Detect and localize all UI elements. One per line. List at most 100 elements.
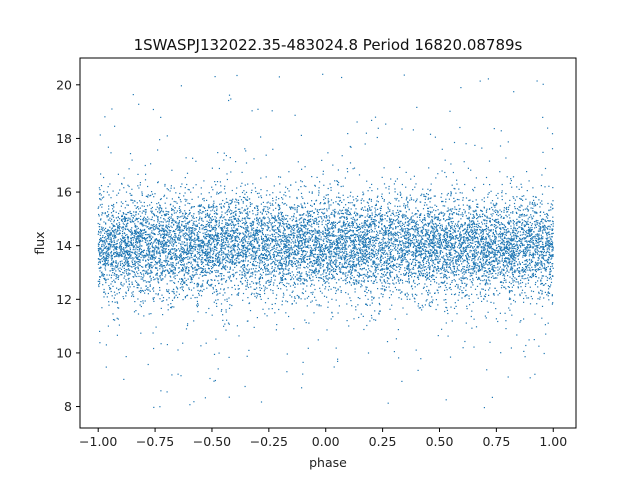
scatter-point (501, 190, 503, 192)
scatter-point (165, 259, 167, 261)
scatter-point (502, 241, 504, 244)
scatter-point (223, 216, 225, 218)
scatter-point (430, 240, 433, 242)
scatter-point (543, 250, 545, 252)
scatter-point (135, 238, 137, 240)
scatter-point (544, 324, 546, 326)
scatter-point (162, 221, 164, 223)
scatter-point (480, 238, 482, 240)
scatter-point (462, 242, 464, 245)
scatter-point (297, 279, 299, 281)
scatter-point (472, 220, 474, 222)
scatter-point (267, 222, 269, 224)
scatter-point (457, 299, 459, 301)
scatter-point (216, 260, 218, 262)
scatter-point (173, 273, 175, 275)
scatter-point (370, 198, 372, 201)
scatter-point (134, 219, 136, 221)
scatter-point (269, 230, 271, 232)
scatter-point (235, 231, 237, 233)
scatter-point (500, 287, 503, 289)
scatter-point (410, 218, 412, 220)
scatter-point (318, 220, 320, 222)
scatter-point (311, 216, 314, 218)
scatter-point (552, 263, 554, 265)
scatter-point (264, 263, 266, 265)
scatter-point (107, 292, 109, 294)
scatter-point (429, 256, 431, 258)
scatter-point (546, 238, 548, 240)
scatter-point (325, 220, 327, 222)
scatter-point (530, 230, 532, 232)
scatter-point (482, 233, 484, 235)
scatter-point (170, 303, 172, 305)
scatter-point (153, 256, 155, 258)
scatter-point (207, 230, 209, 232)
scatter-point (135, 261, 137, 263)
scatter-point (438, 237, 441, 239)
scatter-point (136, 249, 138, 251)
scatter-point (375, 234, 378, 236)
scatter-point (416, 284, 419, 286)
scatter-point (233, 248, 235, 251)
scatter-point (236, 264, 238, 267)
scatter-point (214, 246, 216, 249)
scatter-point (335, 244, 338, 246)
scatter-point (435, 268, 437, 270)
scatter-point (381, 224, 383, 226)
scatter-point (334, 270, 336, 272)
scatter-point (160, 263, 162, 265)
scatter-point (371, 244, 373, 246)
scatter-point (196, 296, 198, 299)
scatter-point (463, 266, 466, 268)
scatter-point (268, 245, 270, 247)
scatter-point (123, 187, 125, 189)
scatter-point (372, 273, 374, 275)
scatter-point (160, 236, 162, 238)
scatter-point (358, 232, 360, 234)
scatter-point (211, 228, 213, 230)
scatter-point (322, 173, 324, 175)
scatter-point (376, 265, 378, 267)
scatter-point (424, 242, 426, 244)
scatter-point (364, 216, 366, 218)
scatter-point (352, 204, 354, 206)
scatter-point (506, 269, 508, 271)
scatter-point (182, 260, 184, 263)
scatter-point (490, 251, 492, 254)
scatter-point (481, 252, 483, 254)
scatter-point (342, 221, 344, 224)
scatter-point (371, 231, 373, 233)
scatter-point (341, 265, 343, 267)
scatter-point (368, 205, 370, 207)
scatter-point (552, 246, 554, 248)
scatter-point (176, 287, 178, 289)
scatter-point (284, 256, 286, 258)
scatter-point (511, 258, 513, 260)
scatter-point (139, 264, 141, 267)
scatter-point (261, 274, 263, 276)
scatter-point (431, 206, 433, 209)
scatter-point (262, 258, 264, 260)
scatter-point (428, 303, 430, 305)
scatter-point (430, 225, 432, 227)
scatter-point (286, 254, 288, 257)
scatter-point (516, 224, 518, 226)
scatter-point (169, 272, 171, 274)
scatter-point (192, 215, 194, 217)
scatter-point (242, 242, 244, 244)
scatter-point (304, 219, 306, 221)
scatter-point (200, 218, 203, 220)
scatter-point (324, 288, 326, 290)
scatter-point (423, 218, 425, 220)
scatter-point (143, 232, 145, 234)
scatter-point (469, 249, 471, 251)
scatter-point (393, 264, 395, 266)
scatter-point (339, 197, 341, 199)
scatter-point (234, 284, 236, 286)
scatter-point (241, 207, 243, 209)
scatter-point (376, 196, 378, 198)
scatter-point (377, 237, 379, 239)
scatter-point (97, 245, 100, 247)
scatter-point (380, 242, 382, 244)
